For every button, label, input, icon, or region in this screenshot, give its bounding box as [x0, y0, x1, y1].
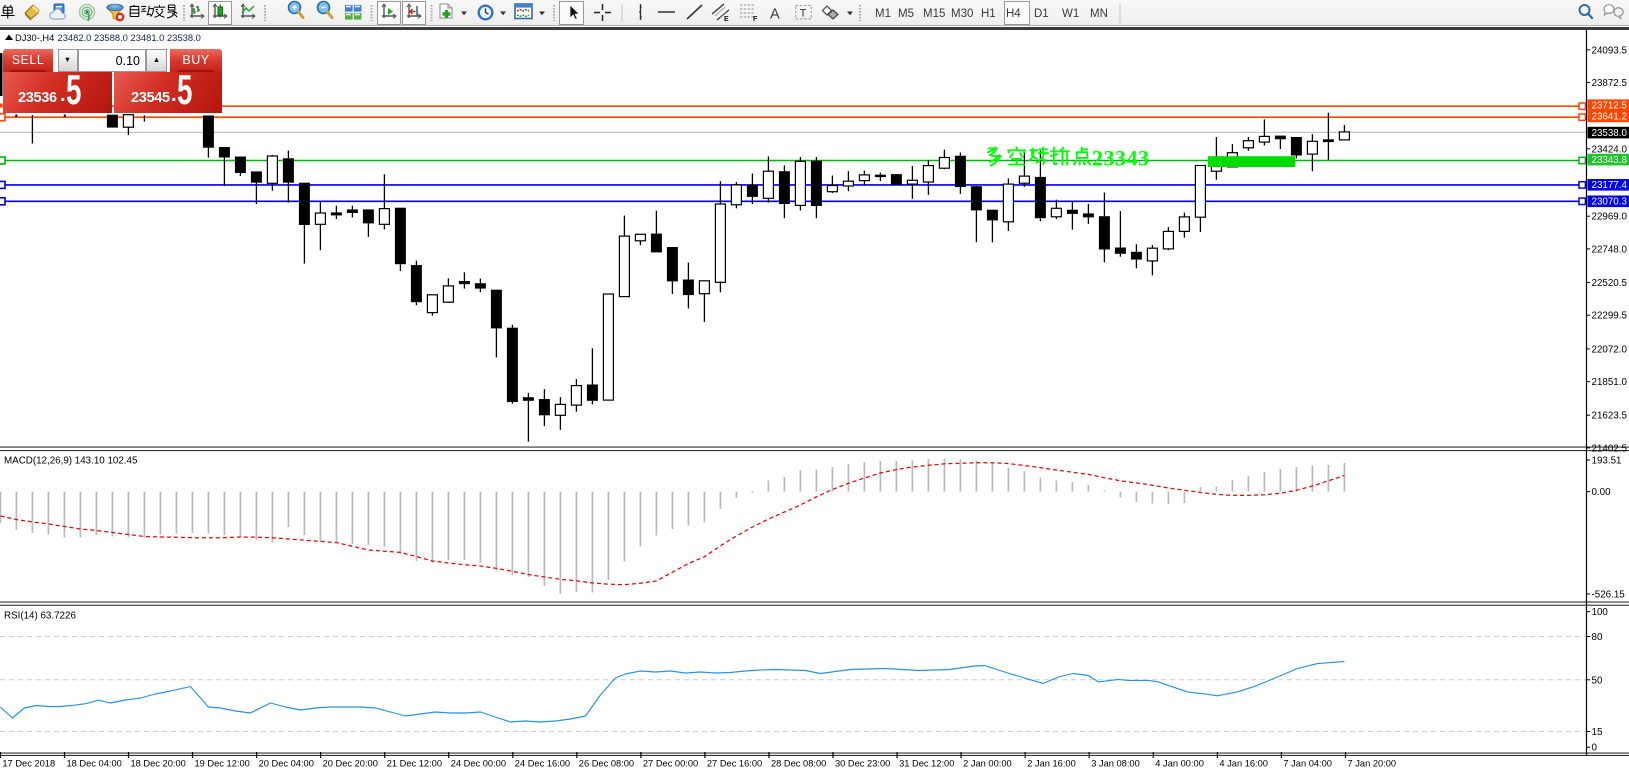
svg-text:2 Jan 00:00: 2 Jan 00:00 [963, 759, 1012, 769]
svg-text:20 Dec 20:00: 20 Dec 20:00 [323, 759, 378, 769]
svg-text:23482.0 23588.0 23481.0 23538.: 23482.0 23588.0 23481.0 23538.0 [58, 32, 201, 43]
svg-text:23712.5: 23712.5 [1592, 101, 1628, 112]
svg-text:D1: D1 [1034, 8, 1049, 20]
svg-text:21851.0: 21851.0 [1592, 377, 1628, 388]
svg-text:23177.4: 23177.4 [1592, 180, 1628, 191]
svg-text:23641.2: 23641.2 [1592, 112, 1627, 123]
svg-text:23343.8: 23343.8 [1592, 155, 1628, 166]
svg-text:17 Dec 2018: 17 Dec 2018 [2, 759, 55, 769]
svg-text:H4: H4 [1006, 8, 1021, 20]
svg-text:26 Dec 08:00: 26 Dec 08:00 [579, 759, 634, 769]
svg-text:21402.5: 21402.5 [1592, 443, 1628, 454]
svg-text:27 Dec 00:00: 27 Dec 00:00 [643, 759, 698, 769]
svg-text:28 Dec 08:00: 28 Dec 08:00 [771, 759, 826, 769]
svg-text:2 Jan 16:00: 2 Jan 16:00 [1027, 759, 1076, 769]
svg-text:H1: H1 [981, 8, 996, 20]
svg-text:21623.5: 21623.5 [1592, 411, 1628, 422]
svg-text:MN: MN [1090, 8, 1108, 20]
svg-text:24093.5: 24093.5 [1592, 45, 1628, 56]
svg-text:18 Dec 04:00: 18 Dec 04:00 [67, 759, 122, 769]
svg-text:W1: W1 [1062, 8, 1079, 20]
svg-text:M5: M5 [898, 8, 914, 20]
svg-text:DJ30-,H4: DJ30-,H4 [15, 33, 54, 43]
svg-text:19 Dec 12:00: 19 Dec 12:00 [195, 759, 250, 769]
svg-text:30 Dec 23:00: 30 Dec 23:00 [835, 759, 890, 769]
svg-text:24 Dec 16:00: 24 Dec 16:00 [515, 759, 570, 769]
svg-text:M15: M15 [923, 8, 945, 20]
svg-text:80: 80 [1592, 632, 1603, 643]
svg-text:A: A [770, 7, 780, 23]
svg-text:RSI(14) 63.7226: RSI(14) 63.7226 [4, 611, 76, 622]
svg-text:4 Jan 00:00: 4 Jan 00:00 [1155, 759, 1204, 769]
svg-text:193.51: 193.51 [1592, 456, 1622, 467]
svg-text:-526.15: -526.15 [1592, 590, 1626, 601]
svg-text:0.00: 0.00 [1592, 487, 1612, 498]
svg-text:7 Jan 20:00: 7 Jan 20:00 [1348, 759, 1397, 769]
svg-text:E: E [724, 16, 729, 23]
svg-text:22299.5: 22299.5 [1592, 311, 1628, 322]
svg-text:18 Dec 20:00: 18 Dec 20:00 [131, 759, 186, 769]
svg-text:M30: M30 [951, 8, 973, 20]
svg-text:15: 15 [1592, 727, 1603, 738]
svg-text:22520.5: 22520.5 [1592, 278, 1628, 289]
svg-text:50: 50 [1592, 675, 1603, 686]
svg-text:21 Dec 12:00: 21 Dec 12:00 [387, 759, 442, 769]
svg-text:27 Dec 16:00: 27 Dec 16:00 [707, 759, 762, 769]
svg-text:7 Jan 04:00: 7 Jan 04:00 [1283, 759, 1332, 769]
svg-text:22748.0: 22748.0 [1592, 244, 1628, 255]
svg-text:T: T [800, 8, 807, 20]
svg-text:31 Dec 12:00: 31 Dec 12:00 [899, 759, 954, 769]
svg-text:MACD(12,26,9) 143.10 102.45: MACD(12,26,9) 143.10 102.45 [4, 456, 138, 467]
svg-text:23070.3: 23070.3 [1592, 197, 1628, 208]
svg-text:20 Dec 04:00: 20 Dec 04:00 [259, 759, 314, 769]
svg-text:23424.0: 23424.0 [1592, 144, 1628, 155]
svg-text:100: 100 [1592, 607, 1609, 618]
svg-text:M1: M1 [875, 8, 891, 20]
svg-text:23343: 23343 [1092, 146, 1150, 171]
svg-text:3 Jan 08:00: 3 Jan 08:00 [1091, 759, 1140, 769]
svg-text:0: 0 [1592, 743, 1598, 754]
svg-text:24 Dec 00:00: 24 Dec 00:00 [451, 759, 506, 769]
svg-text:F: F [753, 16, 758, 23]
svg-text:4 Jan 16:00: 4 Jan 16:00 [1219, 759, 1268, 769]
svg-text:22072.0: 22072.0 [1592, 344, 1628, 355]
svg-text:23872.5: 23872.5 [1592, 78, 1628, 89]
svg-text:23538.0: 23538.0 [1592, 128, 1628, 139]
svg-text:22969.0: 22969.0 [1592, 212, 1628, 223]
